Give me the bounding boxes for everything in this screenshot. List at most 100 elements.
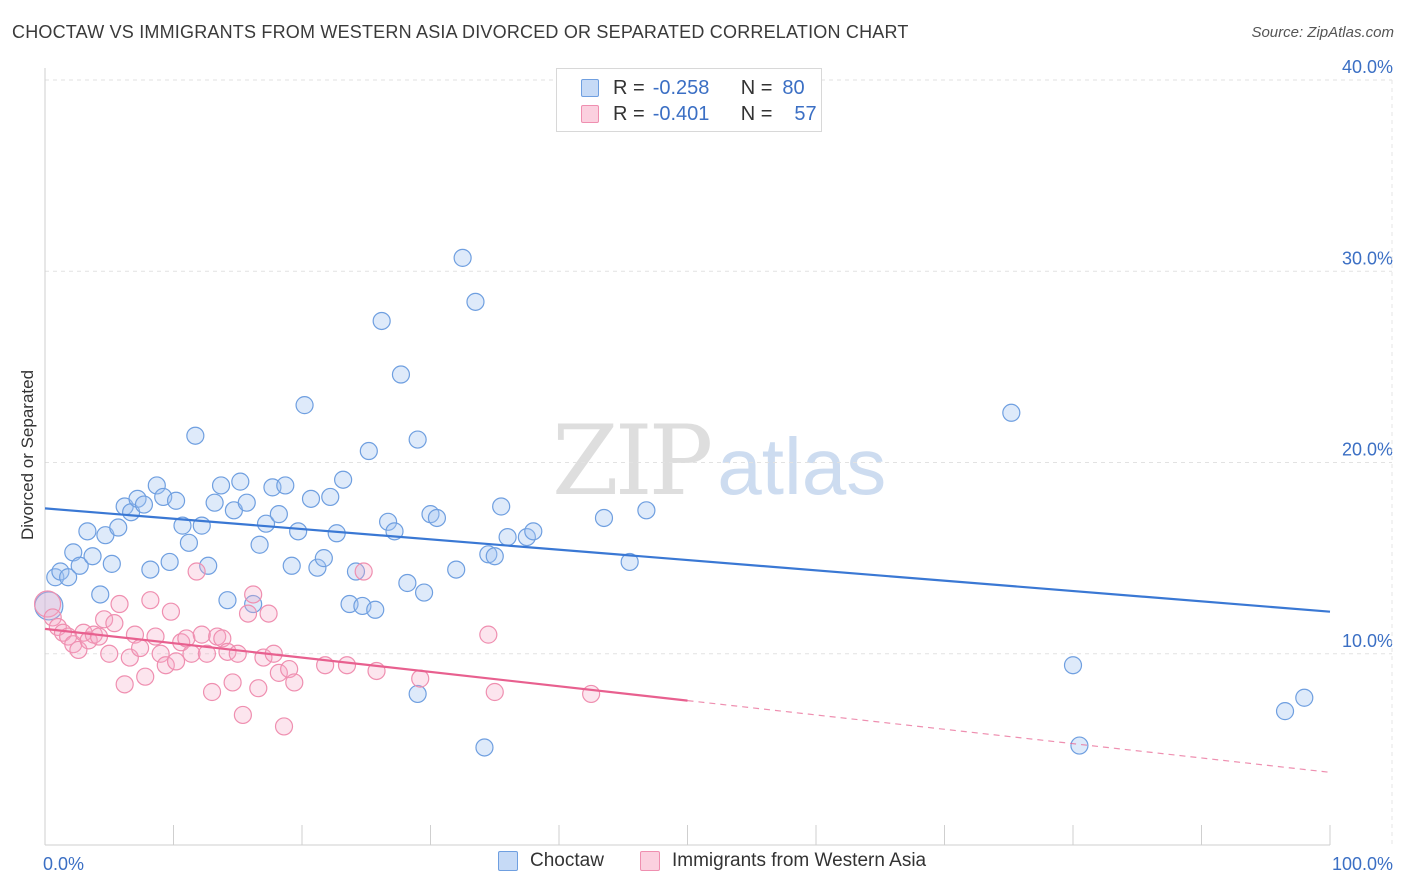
- western-asia-point: [249, 679, 268, 698]
- choctaw-point: [321, 487, 340, 507]
- western-asia-point: [411, 669, 430, 688]
- western-asia-point: [582, 684, 601, 704]
- western-asia-point: [274, 717, 294, 736]
- choctaw-point: [250, 535, 269, 554]
- choctaw-point: [199, 556, 218, 575]
- western-asia-point: [105, 614, 124, 633]
- choctaw-point: [637, 501, 656, 520]
- choctaw-point: [453, 248, 472, 267]
- choctaw-point: [59, 568, 78, 587]
- choctaw-point: [83, 547, 102, 566]
- choctaw-point: [1295, 688, 1314, 707]
- choctaw-trend-line: [44, 507, 1331, 613]
- choctaw-point: [346, 562, 366, 581]
- western-asia-point: [485, 682, 504, 702]
- series-legend: Choctaw Immigrants from Western Asia: [0, 850, 1406, 878]
- choctaw-point: [391, 365, 411, 384]
- western-asia-point: [228, 644, 247, 663]
- western-asia-point: [141, 591, 160, 610]
- choctaw-point: [334, 470, 353, 489]
- western-asia-point: [238, 604, 258, 623]
- choctaw-point: [475, 738, 494, 757]
- western-asia-point: [192, 625, 211, 644]
- choctaw-point: [91, 585, 110, 604]
- chart-title: CHOCTAW VS IMMIGRANTS FROM WESTERN ASIA …: [12, 22, 909, 42]
- choctaw-point: [160, 552, 179, 572]
- choctaw-point: [134, 495, 154, 514]
- choctaw-point: [366, 600, 385, 619]
- western-asia-point: [280, 659, 299, 679]
- western-asia-trend-line: [44, 627, 688, 702]
- choctaw-point: [398, 573, 417, 593]
- choctaw-point: [109, 518, 128, 537]
- choctaw-point: [1275, 702, 1295, 721]
- choctaw-point: [378, 512, 398, 531]
- choctaw-point: [447, 560, 466, 579]
- western-asia-point: [33, 590, 62, 618]
- western-asia-point: [156, 656, 175, 675]
- western-asia-point: [136, 667, 155, 686]
- choctaw-point: [218, 591, 237, 610]
- legend-label-choctaw: Choctaw: [530, 850, 604, 871]
- legend-n-label: N =: [740, 102, 773, 125]
- correlation-legend: R = -0.258 N = 80 R = -0.401 N = 57: [556, 68, 822, 132]
- choctaw-point: [237, 493, 256, 512]
- choctaw-point: [269, 505, 288, 524]
- western-asia-point: [187, 562, 206, 581]
- y-tick-label: 40.0%: [1342, 57, 1393, 77]
- western-asia-point: [285, 673, 304, 692]
- western-asia-trend-line-extension: [687, 700, 1331, 773]
- western-asia-point: [337, 656, 357, 675]
- choctaw-point: [524, 522, 543, 541]
- legend-item-choctaw: Choctaw: [498, 850, 604, 872]
- legend-row-choctaw: R = -0.258 N = 80: [581, 75, 805, 101]
- legend-swatch-choctaw: [581, 79, 599, 97]
- western-asia-point: [110, 594, 129, 614]
- choctaw-point: [102, 554, 121, 573]
- western-asia-point: [64, 635, 83, 654]
- choctaw-point: [359, 441, 378, 461]
- western-asia-point: [161, 602, 181, 621]
- western-asia-point: [354, 562, 373, 581]
- choctaw-point: [46, 568, 65, 587]
- choctaw-point: [1070, 736, 1089, 755]
- choctaw-point: [173, 516, 192, 535]
- legend-label-western-asia: Immigrants from Western Asia: [672, 850, 927, 871]
- choctaw-point: [256, 514, 276, 533]
- western-asia-point: [259, 604, 278, 623]
- western-asia-point: [100, 644, 119, 663]
- western-asia-point: [115, 675, 134, 694]
- legend-r-value: -0.401: [652, 102, 710, 125]
- legend-swatch-western-asia: [581, 105, 599, 123]
- x-tick-label: 0.0%: [43, 854, 84, 874]
- western-asia-point: [233, 705, 252, 725]
- western-asia-point: [223, 673, 242, 692]
- legend-row-western-asia: R = -0.401 N = 57: [581, 101, 817, 127]
- legend-item-western-asia: Immigrants from Western Asia: [640, 850, 926, 872]
- choctaw-point: [492, 497, 511, 516]
- western-asia-point: [79, 631, 98, 650]
- choctaw-point: [244, 594, 263, 614]
- choctaw-point: [427, 508, 447, 528]
- western-asia-point: [213, 629, 232, 648]
- western-asia-point: [202, 682, 222, 702]
- western-asia-point: [479, 625, 498, 644]
- choctaw-point: [408, 684, 427, 704]
- choctaw-point: [314, 549, 333, 568]
- western-asia-point: [244, 585, 263, 604]
- choctaw-point: [408, 430, 427, 449]
- legend-r-label: R =: [613, 102, 645, 125]
- western-asia-point: [151, 644, 170, 663]
- western-asia-point: [269, 663, 288, 682]
- western-asia-point: [197, 644, 217, 663]
- legend-n-value: 57: [794, 102, 817, 125]
- choctaw-point: [479, 545, 498, 564]
- choctaw-point: [301, 489, 321, 508]
- choctaw-point: [1063, 656, 1083, 675]
- choctaw-point: [70, 556, 89, 575]
- choctaw-point: [620, 552, 639, 572]
- choctaw-point: [295, 396, 314, 415]
- source-label: Source: ZipAtlas.com: [1251, 24, 1394, 41]
- x-tick-label: 100.0%: [1332, 854, 1393, 874]
